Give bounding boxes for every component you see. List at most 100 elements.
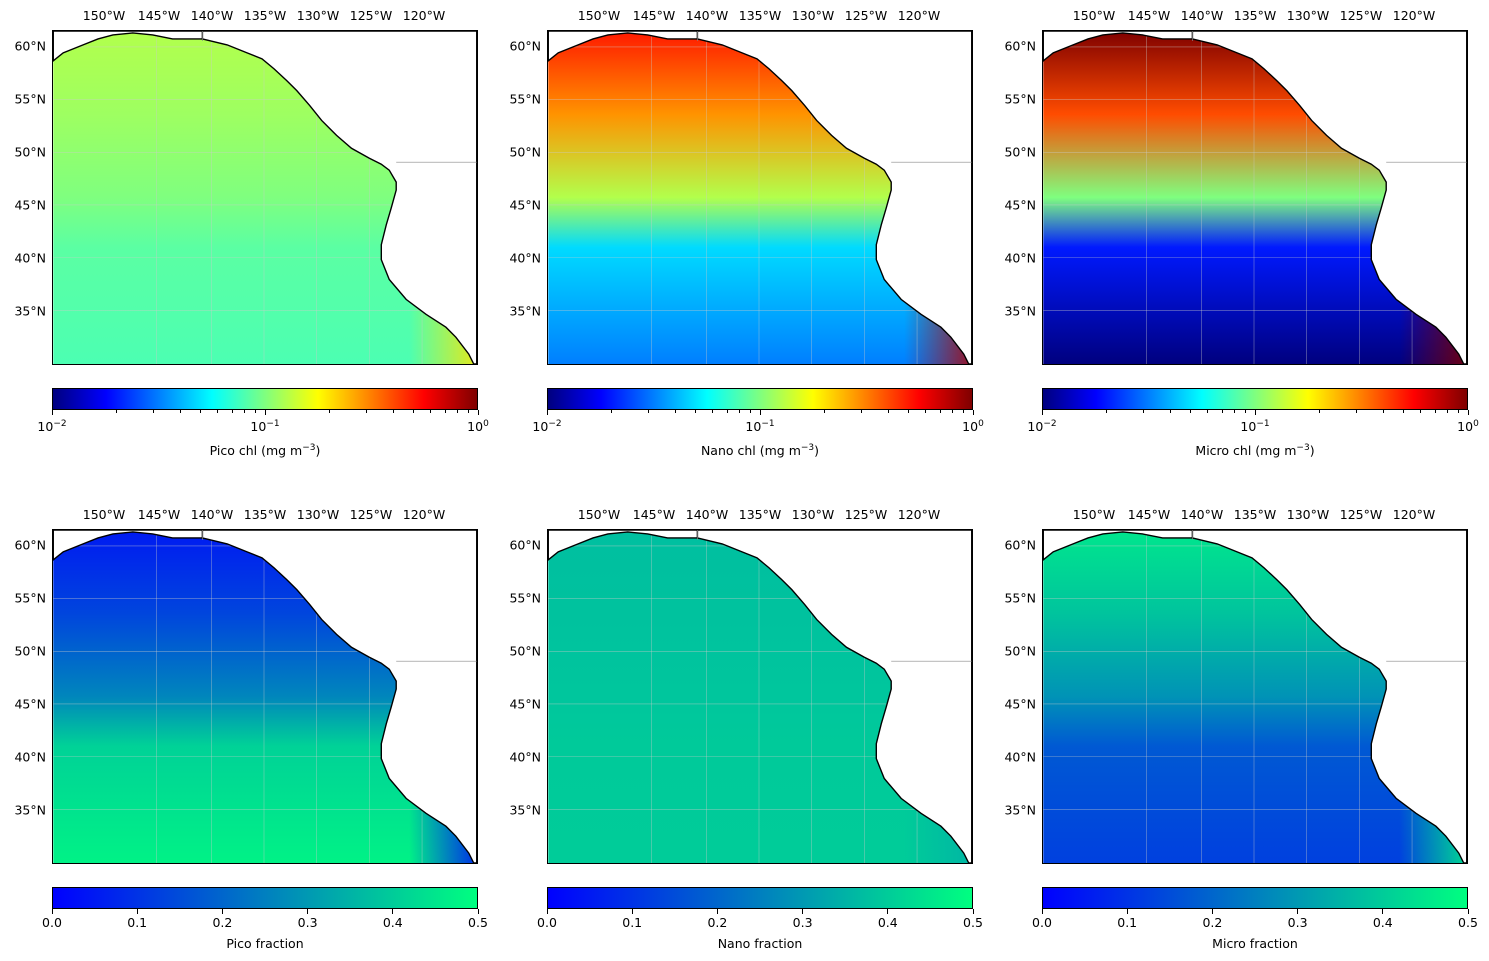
tick-base: 10 xyxy=(467,419,484,434)
colorbar-tick xyxy=(392,909,394,914)
lon-tick-label: 140°W xyxy=(190,8,234,23)
nano-chl-colorbar xyxy=(547,388,973,410)
colorbar-tick xyxy=(546,909,548,914)
lon-tick-label: 140°W xyxy=(1180,507,1224,522)
lon-tick-label: 150°W xyxy=(82,507,126,522)
colorbar-minor-tick xyxy=(444,410,446,413)
tick-exponent: −2 xyxy=(1043,419,1057,429)
lon-tick-label: 130°W xyxy=(1286,8,1330,23)
lon-tick-label: 130°W xyxy=(296,8,340,23)
colorbar-minor-tick xyxy=(243,410,245,413)
lon-tick-label: 125°W xyxy=(349,507,393,522)
tick-base: 10 xyxy=(745,419,762,434)
lat-tick-label: 35°N xyxy=(509,303,541,319)
colorbar-minor-tick xyxy=(738,410,740,413)
colorbar-tick-label: 0.5 xyxy=(963,915,983,930)
lat-tick-label: 35°N xyxy=(14,802,46,818)
tick-base: 10 xyxy=(532,419,549,434)
lon-tick-label: 135°W xyxy=(243,507,287,522)
lat-tick-label: 35°N xyxy=(1004,303,1036,319)
lon-tick-label: 140°W xyxy=(685,8,729,23)
lat-tick-label: 50°N xyxy=(509,144,541,160)
micro-chl-colorbar-label: Micro chl (mg m−3) xyxy=(1195,443,1314,458)
lon-tick-label: 150°W xyxy=(1072,507,1116,522)
lat-tick-label: 45°N xyxy=(14,197,46,213)
label-text: Micro fraction xyxy=(1212,936,1298,951)
alaska-land xyxy=(1043,530,1194,561)
lon-tick-label: 145°W xyxy=(137,507,181,522)
lon-tick-label: 135°W xyxy=(1233,507,1277,522)
lat-tick-label: 35°N xyxy=(1004,802,1036,818)
lat-tick-label: 45°N xyxy=(509,197,541,213)
colorbar-minor-tick xyxy=(1190,410,1192,413)
lon-tick-label: 130°W xyxy=(296,507,340,522)
colorbar-minor-tick xyxy=(610,410,612,413)
colorbar-tick-label: 100 xyxy=(1457,419,1479,434)
micro-fraction-colorbar xyxy=(1042,887,1468,909)
north-america-land xyxy=(696,31,972,364)
lat-tick-label: 50°N xyxy=(14,643,46,659)
colorbar-tick xyxy=(51,410,53,415)
alaska-land xyxy=(53,530,204,561)
colorbar-tick-label: 0.2 xyxy=(212,915,233,930)
colorbar-minor-tick xyxy=(1382,410,1384,413)
lat-tick-label: 40°N xyxy=(509,749,541,765)
lat-tick-label: 45°N xyxy=(1004,696,1036,712)
colorbar-minor-tick xyxy=(1356,410,1358,413)
colorbar-tick xyxy=(477,410,479,415)
colorbar-tick-label: 0.3 xyxy=(792,915,813,930)
colorbar-minor-tick xyxy=(467,410,469,413)
lon-tick-label: 150°W xyxy=(1072,8,1116,23)
tick-exponent: −2 xyxy=(548,419,562,429)
colorbar-minor-tick xyxy=(413,410,415,413)
lon-tick-label: 145°W xyxy=(632,8,676,23)
colorbar-minor-tick xyxy=(1105,410,1107,413)
colorbar-minor-tick xyxy=(115,410,117,413)
colorbar-minor-tick xyxy=(823,410,825,413)
lat-tick-label: 60°N xyxy=(509,38,541,54)
colorbar-tick-label: 0.4 xyxy=(1372,915,1393,930)
lat-tick-label: 35°N xyxy=(14,303,46,319)
colorbar-tick-label: 0.5 xyxy=(1458,915,1478,930)
lon-tick-label: 120°W xyxy=(402,8,446,23)
colorbar-tick-label: 0.3 xyxy=(297,915,318,930)
tick-base: 10 xyxy=(250,419,267,434)
lon-tick-label: 135°W xyxy=(738,8,782,23)
lon-tick-label: 120°W xyxy=(1392,8,1436,23)
lat-tick-label: 40°N xyxy=(509,250,541,266)
lat-tick-label: 35°N xyxy=(509,802,541,818)
pico-fraction-panel xyxy=(52,529,478,864)
colorbar-tick xyxy=(1467,909,1469,914)
pico-fraction-colorbar-label: Pico fraction xyxy=(226,936,303,951)
nano-fraction-map xyxy=(548,530,972,863)
pico-chl-colorbar-label: Pico chl (mg m−3) xyxy=(210,443,321,458)
colorbar-tick-label: 100 xyxy=(467,419,489,434)
lat-tick-label: 50°N xyxy=(1004,643,1036,659)
colorbar-tick xyxy=(1126,909,1128,914)
lon-tick-label: 120°W xyxy=(402,507,446,522)
colorbar-tick-label: 0.0 xyxy=(1032,915,1052,930)
lon-tick-label: 125°W xyxy=(844,8,888,23)
lon-tick-label: 130°W xyxy=(1286,507,1330,522)
colorbar-minor-tick xyxy=(925,410,927,413)
colorbar-minor-tick xyxy=(1420,410,1422,413)
lat-tick-label: 45°N xyxy=(1004,197,1036,213)
nano-chl-map xyxy=(548,31,972,364)
lon-tick-label: 150°W xyxy=(577,507,621,522)
tick-base: 10 xyxy=(1240,419,1257,434)
label-end: ) xyxy=(1309,443,1315,458)
tick-exponent: −2 xyxy=(53,419,67,429)
north-america-land xyxy=(201,31,477,364)
colorbar-minor-tick xyxy=(1457,410,1459,413)
colorbar-minor-tick xyxy=(1233,410,1235,413)
lon-tick-label: 125°W xyxy=(844,507,888,522)
colorbar-minor-tick xyxy=(726,410,728,413)
pico-fraction-map xyxy=(53,530,477,863)
colorbar-tick xyxy=(1382,909,1384,914)
label-exponent: −3 xyxy=(1296,443,1310,453)
colorbar-minor-tick xyxy=(254,410,256,413)
lon-tick-label: 150°W xyxy=(82,8,126,23)
label-text: Pico fraction xyxy=(226,936,304,951)
colorbar-tick-label: 0.5 xyxy=(468,915,488,930)
lon-tick-label: 135°W xyxy=(738,507,782,522)
